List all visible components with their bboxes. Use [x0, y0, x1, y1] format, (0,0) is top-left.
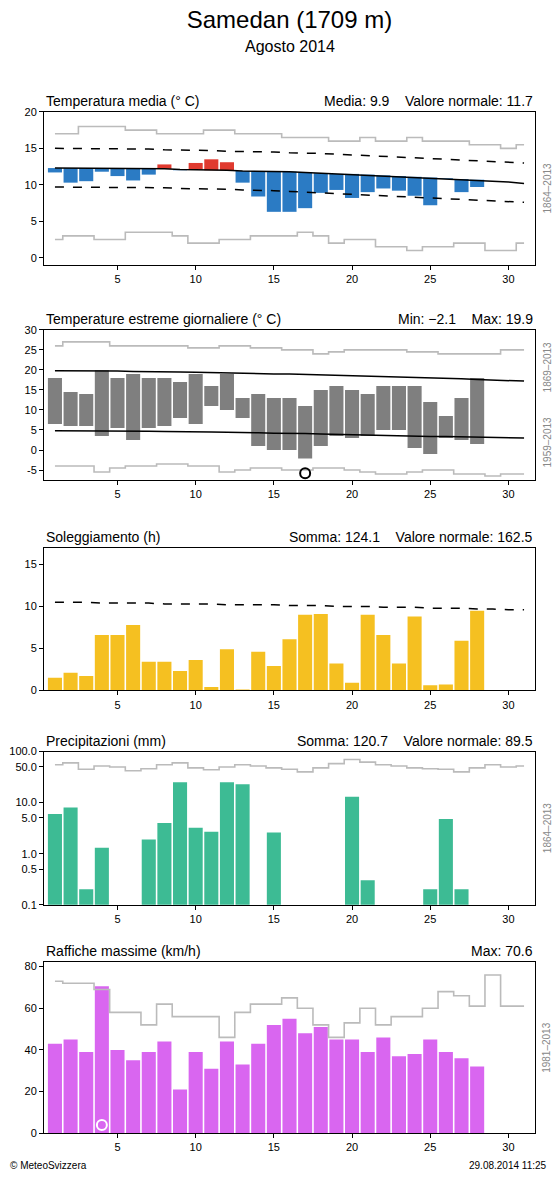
svg-text:60: 60: [25, 1002, 37, 1014]
svg-text:15: 15: [268, 488, 280, 500]
svg-text:20: 20: [346, 273, 358, 285]
svg-text:20: 20: [25, 1085, 37, 1097]
svg-text:30: 30: [502, 273, 514, 285]
svg-text:Max: 70.6: Max: 70.6: [471, 943, 533, 959]
svg-text:20: 20: [346, 488, 358, 500]
svg-text:30: 30: [502, 699, 514, 711]
svg-text:15: 15: [25, 558, 37, 570]
svg-text:-5: -5: [27, 464, 37, 476]
svg-text:15: 15: [268, 273, 280, 285]
svg-text:15: 15: [268, 699, 280, 711]
svg-text:0: 0: [31, 684, 37, 696]
svg-text:15: 15: [25, 142, 37, 154]
svg-text:25: 25: [424, 488, 436, 500]
svg-text:© MeteoSvizzera: © MeteoSvizzera: [10, 1160, 87, 1171]
svg-text:10: 10: [25, 600, 37, 612]
svg-text:100.0: 100.0: [9, 745, 37, 757]
svg-text:25: 25: [25, 344, 37, 356]
svg-text:40: 40: [25, 1044, 37, 1056]
svg-text:29.08.2014 11:25: 29.08.2014 11:25: [469, 1160, 547, 1171]
svg-text:5: 5: [114, 273, 120, 285]
svg-text:25: 25: [424, 1141, 436, 1153]
svg-text:Media: 9.9 Valore normale:: Media: 9.9 Valore normale: 11.7: [324, 93, 533, 109]
svg-text:1869–2013: 1869–2013: [542, 342, 553, 392]
svg-text:30: 30: [502, 913, 514, 925]
svg-text:5.0: 5.0: [22, 812, 37, 824]
svg-text:1.0: 1.0: [22, 848, 37, 860]
svg-text:5: 5: [31, 424, 37, 436]
svg-text:1981–2013: 1981–2013: [541, 1022, 552, 1072]
svg-text:1864–2013: 1864–2013: [542, 803, 553, 853]
svg-text:Somma: 120.7 Valore normale: Somma: 120.7 Valore normale: 89.5: [297, 733, 533, 749]
svg-text:0: 0: [31, 1127, 37, 1139]
svg-text:50.0: 50.0: [15, 761, 36, 773]
svg-text:Temperatura media (° C): Temperatura media (° C): [46, 93, 199, 109]
svg-text:15: 15: [268, 1141, 280, 1153]
svg-text:10: 10: [190, 273, 202, 285]
svg-text:10: 10: [190, 488, 202, 500]
svg-text:5: 5: [31, 642, 37, 654]
svg-text:Raffiche massime (km/h): Raffiche massime (km/h): [46, 943, 201, 959]
svg-text:25: 25: [424, 273, 436, 285]
svg-text:5: 5: [114, 488, 120, 500]
svg-text:20: 20: [25, 364, 37, 376]
svg-text:10.0: 10.0: [15, 796, 36, 808]
svg-text:5: 5: [31, 215, 37, 227]
svg-text:Somma: 124.1 Valore normale: Somma: 124.1 Valore normale: 162.5: [289, 529, 533, 545]
svg-text:30: 30: [502, 1141, 514, 1153]
svg-text:Samedan (1709 m): Samedan (1709 m): [187, 6, 392, 33]
svg-text:Soleggiamento (h): Soleggiamento (h): [46, 529, 160, 545]
svg-text:5: 5: [114, 699, 120, 711]
svg-text:0.1: 0.1: [22, 899, 37, 911]
svg-text:10: 10: [25, 179, 37, 191]
svg-text:Agosto 2014: Agosto 2014: [245, 38, 335, 55]
svg-text:10: 10: [190, 913, 202, 925]
svg-text:Min: −2.1 Max: 19.9: Min: −2.1 Max: 19.9: [398, 311, 533, 327]
svg-text:0: 0: [31, 252, 37, 264]
svg-text:Temperature estreme giornalier: Temperature estreme giornaliere (° C): [46, 311, 281, 327]
svg-text:10: 10: [190, 1141, 202, 1153]
svg-text:5: 5: [114, 1141, 120, 1153]
svg-text:0: 0: [31, 444, 37, 456]
svg-text:30: 30: [502, 488, 514, 500]
svg-text:80: 80: [25, 960, 37, 972]
svg-text:5: 5: [114, 913, 120, 925]
svg-text:0.5: 0.5: [22, 863, 37, 875]
svg-text:10: 10: [25, 404, 37, 416]
svg-text:30: 30: [25, 324, 37, 336]
svg-text:25: 25: [424, 699, 436, 711]
svg-text:10: 10: [190, 699, 202, 711]
svg-text:20: 20: [346, 1141, 358, 1153]
svg-text:20: 20: [346, 913, 358, 925]
svg-text:20: 20: [25, 106, 37, 118]
svg-text:15: 15: [268, 913, 280, 925]
svg-text:1864–2013: 1864–2013: [542, 163, 553, 213]
svg-text:Precipitazioni (mm): Precipitazioni (mm): [46, 733, 166, 749]
svg-text:20: 20: [346, 699, 358, 711]
svg-text:25: 25: [424, 913, 436, 925]
svg-text:1959–2013: 1959–2013: [542, 417, 553, 467]
svg-text:15: 15: [25, 384, 37, 396]
